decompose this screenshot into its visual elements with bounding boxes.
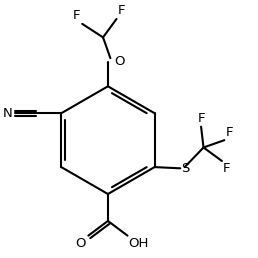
Text: N: N	[3, 107, 13, 120]
Text: O: O	[114, 55, 125, 68]
Text: F: F	[118, 4, 125, 17]
Text: S: S	[181, 162, 189, 175]
Text: F: F	[225, 126, 233, 139]
Text: O: O	[75, 237, 86, 250]
Text: F: F	[223, 162, 231, 175]
Text: F: F	[73, 9, 80, 22]
Text: OH: OH	[129, 237, 149, 250]
Text: F: F	[197, 112, 205, 125]
